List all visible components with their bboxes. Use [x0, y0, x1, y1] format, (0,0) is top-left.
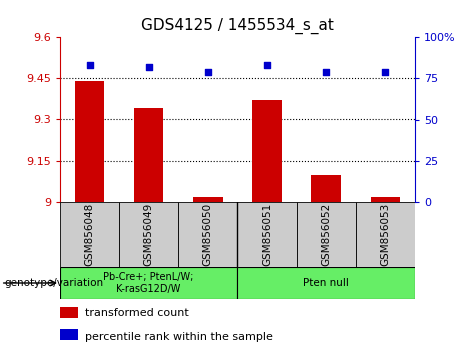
Bar — [75, 81, 104, 202]
Point — [204, 69, 212, 74]
FancyBboxPatch shape — [60, 202, 119, 267]
Point — [263, 62, 271, 68]
Text: Pten null: Pten null — [303, 278, 349, 288]
Text: GSM856050: GSM856050 — [203, 203, 213, 266]
Text: GSM856048: GSM856048 — [84, 203, 95, 266]
Text: GSM856052: GSM856052 — [321, 203, 331, 266]
Text: GSM856049: GSM856049 — [144, 203, 154, 266]
Point — [382, 69, 389, 74]
FancyBboxPatch shape — [237, 202, 296, 267]
Bar — [371, 196, 400, 202]
Text: GSM856051: GSM856051 — [262, 203, 272, 266]
Point — [322, 69, 330, 74]
Point — [145, 64, 152, 69]
Text: genotype/variation: genotype/variation — [5, 278, 104, 288]
Bar — [60, 307, 77, 318]
FancyBboxPatch shape — [119, 202, 178, 267]
Text: Pb-Cre+; PtenL/W;
K-rasG12D/W: Pb-Cre+; PtenL/W; K-rasG12D/W — [103, 272, 194, 294]
Point — [86, 62, 93, 68]
Text: transformed count: transformed count — [85, 308, 189, 318]
Bar — [252, 100, 282, 202]
FancyBboxPatch shape — [178, 202, 237, 267]
Title: GDS4125 / 1455534_s_at: GDS4125 / 1455534_s_at — [141, 18, 334, 34]
FancyBboxPatch shape — [237, 267, 415, 299]
Bar — [311, 175, 341, 202]
Bar — [60, 329, 77, 340]
Text: percentile rank within the sample: percentile rank within the sample — [85, 332, 272, 343]
FancyBboxPatch shape — [60, 267, 237, 299]
FancyBboxPatch shape — [356, 202, 415, 267]
FancyBboxPatch shape — [296, 202, 356, 267]
Bar — [134, 108, 164, 202]
Bar — [193, 196, 223, 202]
Text: GSM856053: GSM856053 — [380, 203, 390, 266]
